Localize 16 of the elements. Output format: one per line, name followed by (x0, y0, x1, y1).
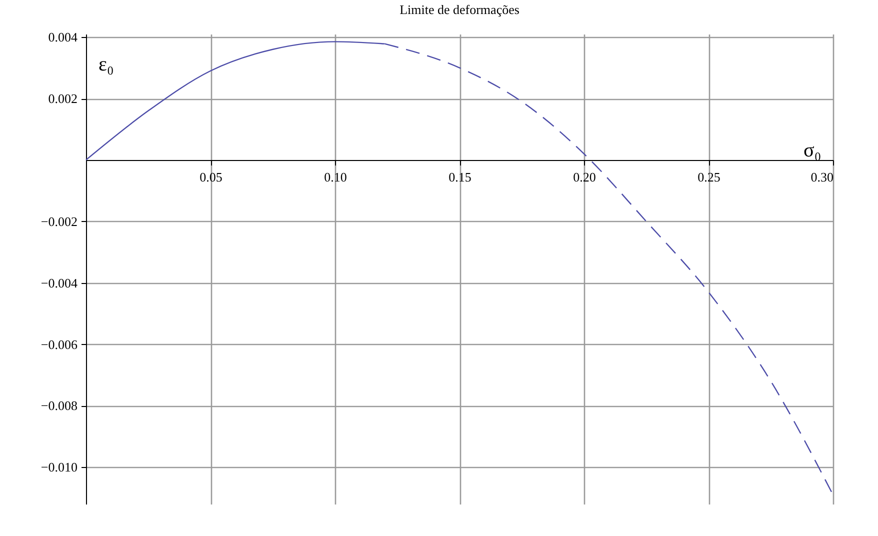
x-tick-label: 0.10 (324, 169, 347, 184)
x-tick-label: 0.05 (200, 169, 222, 184)
y-axis-title: ε₀ (98, 54, 114, 76)
y-tick-label: 0.004 (48, 30, 78, 45)
x-tick-label: 0.15 (448, 169, 472, 184)
y-tick-label: −0.008 (40, 398, 78, 414)
x-tick-label: 0.25 (698, 169, 720, 184)
x-axis-title: σ₀ (804, 139, 822, 162)
y-tick-label: −0.006 (40, 336, 78, 352)
y-tick-label: −0.004 (40, 275, 78, 290)
y-tick-label: −0.002 (40, 214, 78, 229)
x-tick-label: 0.20 (573, 169, 596, 184)
x-tick-label: 0.30 (810, 169, 834, 184)
y-tick-label: −0.010 (40, 460, 78, 475)
y-tick-label: 0.002 (48, 91, 78, 106)
chart-title: Limite de deformações (400, 2, 520, 18)
